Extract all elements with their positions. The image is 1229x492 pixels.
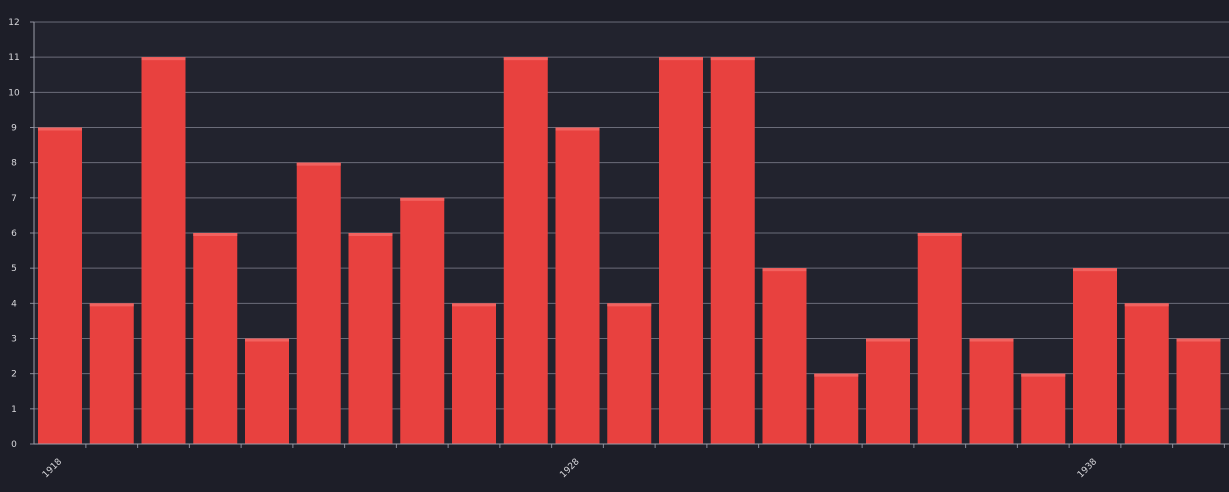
bar-rect xyxy=(400,197,445,444)
bar-1933 xyxy=(814,373,859,444)
bar-rect xyxy=(348,233,393,444)
bar-1923 xyxy=(296,162,341,444)
bar-1926 xyxy=(452,303,496,444)
bar-rect xyxy=(503,57,548,445)
bar-top-highlight xyxy=(1073,268,1117,272)
y-tick-label: 0 xyxy=(11,440,17,450)
bar-rect xyxy=(1176,338,1221,444)
bar-top-highlight xyxy=(89,303,134,307)
bar-top-highlight xyxy=(348,233,393,236)
bar-rect xyxy=(1124,303,1169,444)
y-tick-label: 5 xyxy=(11,264,17,274)
bar-1920 xyxy=(141,57,186,445)
y-tick-label: 11 xyxy=(8,53,19,63)
bar-rect xyxy=(89,303,134,444)
y-tick-label: 8 xyxy=(11,159,17,169)
bar-rect xyxy=(193,233,238,444)
bar-rect xyxy=(1073,268,1117,444)
bar-top-highlight xyxy=(503,57,548,61)
bar-rect xyxy=(710,57,755,445)
bar-1935 xyxy=(917,233,962,444)
y-tick-label: 4 xyxy=(11,299,17,309)
bar-top-highlight xyxy=(38,127,82,131)
bar-top-highlight xyxy=(1124,303,1169,307)
bar-1937 xyxy=(1021,373,1066,444)
y-tick-label: 9 xyxy=(11,124,17,134)
bar-1918 xyxy=(38,127,82,444)
bar-top-highlight xyxy=(969,338,1014,342)
y-tick-label: 12 xyxy=(8,18,19,28)
bar-1939 xyxy=(1124,303,1169,444)
bar-1927 xyxy=(503,57,548,445)
bar-rect xyxy=(1021,373,1066,444)
bar-rect xyxy=(917,233,962,444)
bar-top-highlight xyxy=(555,127,600,131)
bar-top-highlight xyxy=(296,162,341,166)
bar-top-highlight xyxy=(659,57,703,61)
bar-rect xyxy=(452,303,496,444)
bar-rect xyxy=(296,162,341,444)
y-tick-label: 2 xyxy=(11,370,17,380)
bar-rect xyxy=(38,127,82,444)
bar-rect xyxy=(555,127,600,444)
bar-rect xyxy=(866,338,910,444)
bar-top-highlight xyxy=(1176,338,1221,342)
bar-1938 xyxy=(1073,268,1117,444)
y-tick-label: 6 xyxy=(11,229,17,239)
bar-1929 xyxy=(607,303,652,444)
y-tick-label: 10 xyxy=(8,88,20,98)
bar-1940 xyxy=(1176,338,1221,444)
bar-1922 xyxy=(245,338,289,444)
bar-1934 xyxy=(866,338,910,444)
bar-1930 xyxy=(659,57,703,445)
bar-top-highlight xyxy=(193,233,238,236)
bar-rect xyxy=(245,338,289,444)
bar-1931 xyxy=(710,57,755,445)
bar-1921 xyxy=(193,233,238,444)
bar-rect xyxy=(141,57,186,445)
bar-top-highlight xyxy=(400,197,445,201)
bar-rect xyxy=(659,57,703,445)
bar-top-highlight xyxy=(866,338,910,342)
bar-top-highlight xyxy=(710,57,755,61)
bar-top-highlight xyxy=(245,338,289,342)
bar-rect xyxy=(969,338,1014,444)
bar-rect xyxy=(607,303,652,444)
bar-1925 xyxy=(400,197,445,444)
y-tick-label: 7 xyxy=(11,194,17,204)
bar-top-highlight xyxy=(452,303,496,307)
y-tick-label: 1 xyxy=(11,405,17,415)
bar-1936 xyxy=(969,338,1014,444)
bar-1924 xyxy=(348,233,393,444)
bar-top-highlight xyxy=(1021,373,1066,377)
y-tick-label: 3 xyxy=(11,335,17,345)
bar-rect xyxy=(762,268,807,444)
bars xyxy=(38,57,1221,445)
bar-top-highlight xyxy=(141,57,186,61)
bar-top-highlight xyxy=(607,303,652,307)
bar-top-highlight xyxy=(814,373,859,377)
bar-1919 xyxy=(89,303,134,444)
bar-top-highlight xyxy=(917,233,962,236)
bar-1932 xyxy=(762,268,807,444)
bar-1928 xyxy=(555,127,600,444)
bar-top-highlight xyxy=(762,268,807,272)
bar-rect xyxy=(814,373,859,444)
